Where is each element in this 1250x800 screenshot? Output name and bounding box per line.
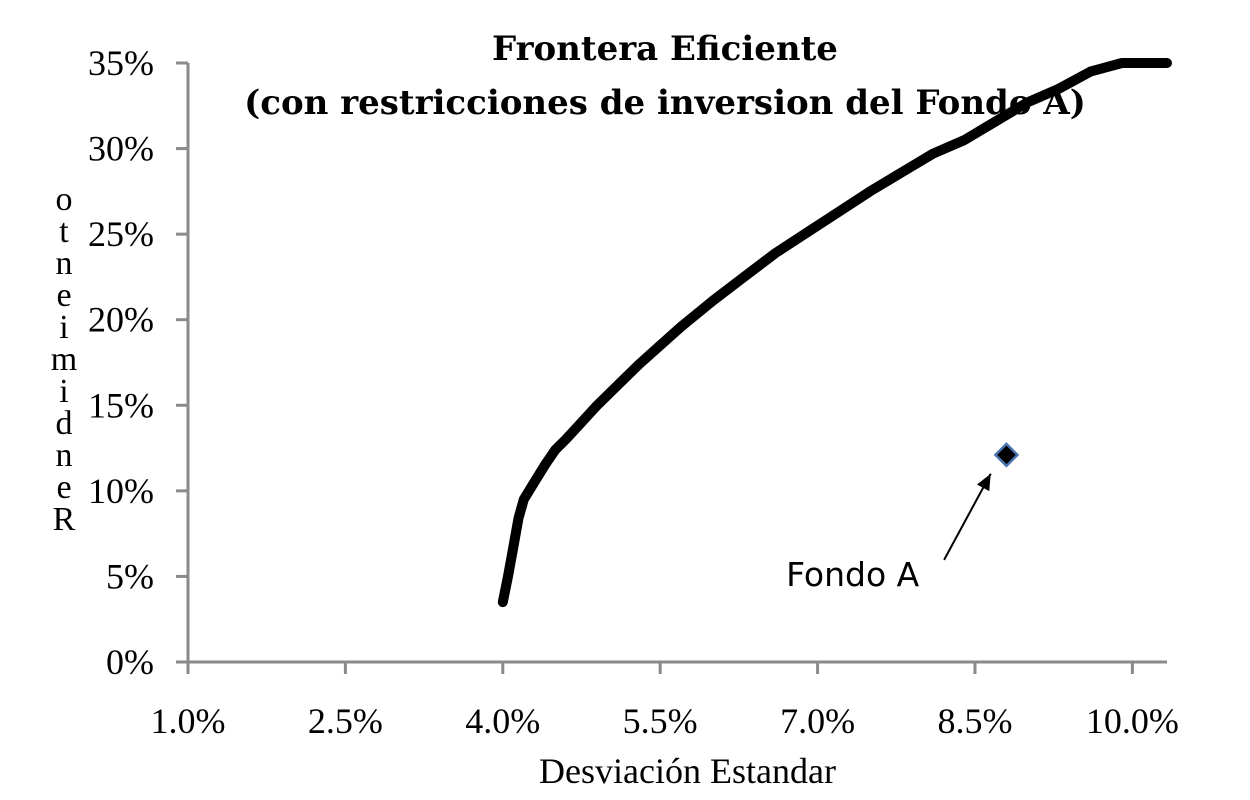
y-axis-label-char: n [56, 437, 73, 474]
y-axis-label-char: n [56, 245, 73, 282]
y-tick-label: 5% [106, 556, 154, 596]
y-axis-label-char: m [51, 341, 77, 378]
y-tick-label: 15% [88, 385, 154, 425]
y-ticks: 0% 5% 10% 15% 20% 25% 30% 35% [88, 43, 188, 682]
y-tick-label: 0% [106, 642, 154, 682]
y-axis-label-char: e [56, 277, 71, 314]
x-tick-label: 2.5% [308, 701, 383, 741]
annotation-arrowhead [976, 473, 991, 492]
x-tick-label: 1.0% [151, 701, 226, 741]
fondo-a-marker [993, 442, 1020, 468]
chart-title-line-2: (con restricciones de inversion del Fond… [244, 83, 1086, 123]
y-tick-label: 10% [88, 471, 154, 511]
x-tick-label: 5.5% [623, 701, 698, 741]
x-tick-label: 10.0% [1086, 701, 1179, 741]
y-axis-label-char: R [53, 501, 76, 538]
y-tick-label: 35% [88, 43, 154, 83]
y-axis-label-char: o [56, 181, 73, 218]
x-ticks: 1.0% 2.5% 4.0% 5.5% 7.0% 8.5% 10.0% [151, 662, 1179, 741]
annotation-group: Fondo A [786, 473, 992, 594]
y-tick-label: 20% [88, 300, 154, 340]
x-axis-label: Desviación Estandar [539, 751, 836, 791]
y-tick-label: 25% [88, 214, 154, 254]
x-tick-label: 4.0% [465, 701, 540, 741]
x-tick-label: 8.5% [937, 701, 1012, 741]
y-axis-label-char: d [56, 405, 73, 442]
y-tick-label: 30% [88, 129, 154, 169]
annotation-label: Fondo A [786, 555, 920, 594]
x-tick-label: 7.0% [780, 701, 855, 741]
y-axis-label-char: i [59, 373, 68, 410]
y-axis-label-char: t [59, 213, 69, 250]
chart-title-line-1: Frontera Eficiente [492, 29, 838, 69]
y-axis-label-char: e [56, 469, 71, 506]
annotation-arrow-line [943, 473, 992, 561]
y-axis-label-char: i [59, 309, 68, 346]
efficient-frontier-line [497, 58, 1172, 608]
